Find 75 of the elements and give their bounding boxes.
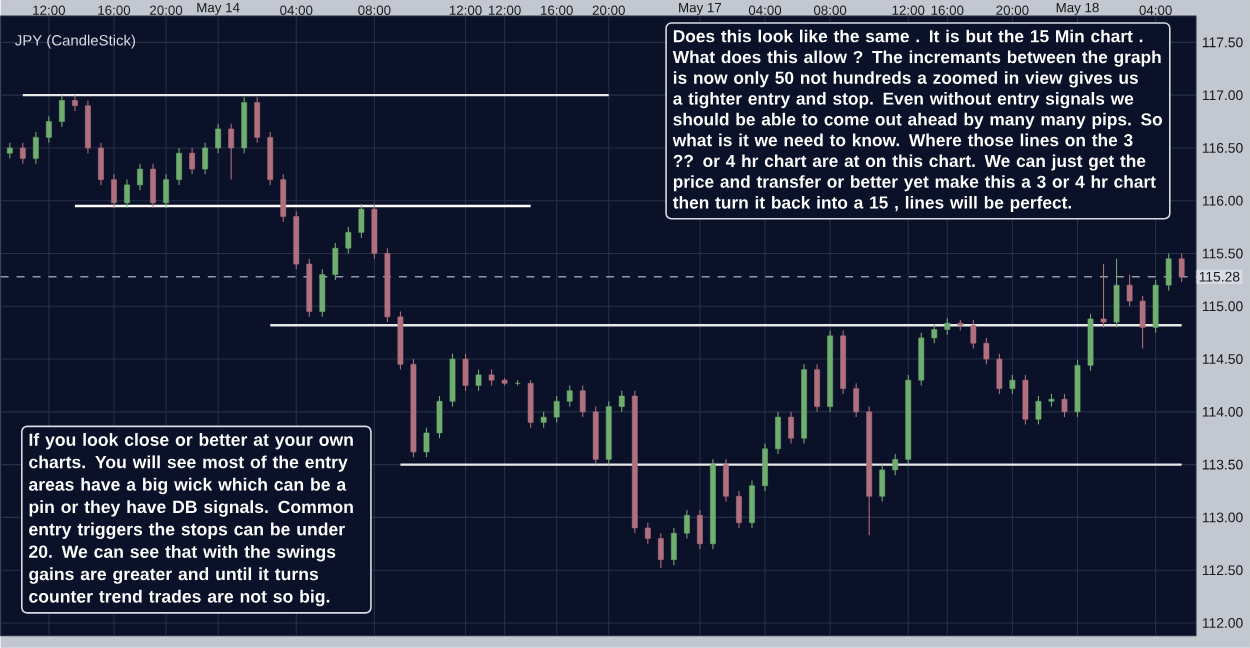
candlestick [762,443,768,492]
candlestick [970,319,977,350]
candlestick [736,490,742,529]
candlestick [436,395,443,439]
candlestick [306,258,313,318]
candlestick [1074,359,1081,418]
candlestick [1022,374,1029,426]
candlestick [371,203,378,260]
candlestick [72,94,78,112]
candlestick [1009,374,1016,395]
candlestick [59,94,65,128]
candlestick [215,123,222,154]
candlestick [241,96,248,154]
candlestick [1113,258,1120,329]
candlestick [775,411,781,455]
candlestick [228,123,235,181]
candlestick [931,323,938,344]
candlestick [32,131,39,165]
candlestick [1178,253,1185,283]
candlestick [670,527,677,566]
candlestick [1152,279,1159,334]
candlestick [918,332,925,387]
candlestick [566,385,573,408]
candlestick [853,383,860,418]
annotation: If you look close or better at your own charts. You will see most of the entry areas have a big wick which can be a pin or they have DB signals. Common entry triggers the stops can be under 20. We can see that with the swings gains are greater and until it turns counter trend trades are not so big. [28,433,353,607]
candlestick [85,100,91,154]
candlestick [1035,395,1042,426]
candlestick [137,163,143,191]
candlestick [163,173,169,209]
candlestick [202,142,208,176]
candlestick [749,480,755,529]
candlestick [254,96,261,144]
candlestick [592,406,599,466]
candlestick [892,453,899,476]
candlestick [553,395,560,424]
candlestick [475,369,482,392]
candlestick [996,353,1003,395]
candlestick [1165,253,1172,292]
candlestick [45,115,52,144]
candlestick [1126,274,1133,307]
candlestick [293,210,300,271]
candlestick [449,353,456,408]
candlestick [332,242,339,281]
candlestick [1061,393,1068,418]
candlestick [397,311,404,371]
candlestick [150,163,156,209]
candlestick [358,203,365,239]
candlestick [280,173,287,223]
candlestick [462,353,469,392]
candlestick [814,364,820,413]
candlestick [19,142,26,165]
candlestick [983,337,990,366]
candlestick [644,522,651,545]
candlestick [111,173,117,209]
text: Does this look like the same . It is but the 15 Min chart . What does this allow ? The incremants between the graph is now only 50 not hundreds a zoomed in view gives us a tighter entry and stop. Even without entry signals we should be able to come out ahead by many many pips. So what is it we need to know. Where those lines on the 3 ?? or 4 hr chart are at on this chart. We can just get the price and transfer or better yet make this a 3 or 4 hr chart then turn it back into a 15 , lines will be perfect. [672,29,1163,213]
candlestick [176,147,182,186]
candlestick [579,385,586,418]
candlestick [527,379,534,429]
candlestick [657,532,664,569]
candlestick [345,226,352,255]
candlestick [879,464,886,503]
candlestick [189,147,195,176]
candlestick [1139,295,1146,350]
candlestick [723,459,729,503]
candlestick [697,509,703,550]
candlestick [267,131,274,186]
candlestick [423,427,430,458]
candlestick [618,390,625,413]
candlestick [684,509,690,540]
candlestick [1087,313,1094,372]
candlestick [124,179,130,209]
candlestick [1100,263,1107,329]
candlestick [319,268,326,318]
candlestick [788,411,794,445]
candlestick [98,142,104,186]
